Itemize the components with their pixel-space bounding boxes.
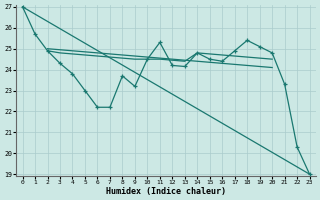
- X-axis label: Humidex (Indice chaleur): Humidex (Indice chaleur): [106, 187, 226, 196]
